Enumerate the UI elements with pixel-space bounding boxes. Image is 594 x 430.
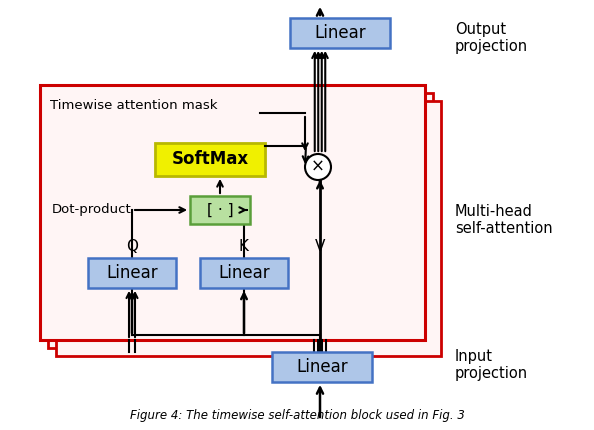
Bar xyxy=(40,85,425,340)
Bar xyxy=(290,18,390,48)
Text: SoftMax: SoftMax xyxy=(172,150,248,169)
Text: Output
projection: Output projection xyxy=(455,22,528,54)
Text: Input
projection: Input projection xyxy=(455,349,528,381)
Bar xyxy=(190,196,250,224)
Text: Linear: Linear xyxy=(106,264,158,282)
Bar xyxy=(88,258,176,288)
Text: Linear: Linear xyxy=(218,264,270,282)
Text: Timewise attention mask: Timewise attention mask xyxy=(50,99,217,112)
Text: V: V xyxy=(315,239,325,254)
Text: K: K xyxy=(239,239,249,254)
Text: Multi-head
self-attention: Multi-head self-attention xyxy=(455,204,552,236)
Text: Q: Q xyxy=(126,239,138,254)
Bar xyxy=(272,352,372,382)
Circle shape xyxy=(305,154,331,180)
Bar xyxy=(48,93,433,348)
Text: ×: × xyxy=(311,158,325,176)
Bar xyxy=(155,143,265,176)
Text: Linear: Linear xyxy=(314,24,366,42)
Text: Figure 4: The timewise self-attention block used in Fig. 3: Figure 4: The timewise self-attention bl… xyxy=(129,409,465,422)
Text: Dot-product: Dot-product xyxy=(52,203,132,216)
Text: [ · ]: [ · ] xyxy=(207,203,233,218)
Text: Linear: Linear xyxy=(296,358,348,376)
Bar xyxy=(200,258,288,288)
Bar xyxy=(56,101,441,356)
